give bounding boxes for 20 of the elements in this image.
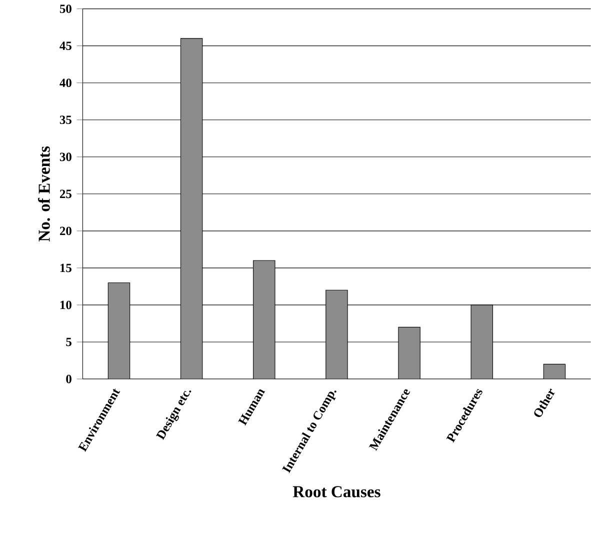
y-tick-label: 40 bbox=[60, 78, 72, 88]
bar bbox=[398, 327, 420, 380]
y-tick-label: 15 bbox=[60, 264, 72, 272]
x-axis-title: Root Causes bbox=[292, 486, 380, 498]
y-tick-label: 20 bbox=[60, 226, 72, 236]
y-tick-label: 45 bbox=[60, 42, 72, 50]
bar bbox=[470, 304, 493, 380]
y-tick-label: 0 bbox=[66, 375, 72, 384]
y-axis-title: No. of Events bbox=[38, 146, 50, 242]
y-tick-label: 10 bbox=[60, 300, 72, 310]
y-tick-label: 5 bbox=[66, 338, 72, 346]
y-tick-label: 35 bbox=[60, 116, 72, 124]
y-tick-label: 30 bbox=[60, 152, 72, 162]
y-tick-label: 50 bbox=[60, 4, 72, 14]
bar bbox=[253, 260, 276, 380]
y-tick-label: 25 bbox=[60, 190, 72, 198]
bar bbox=[180, 38, 203, 380]
bar bbox=[326, 290, 348, 380]
bar bbox=[108, 282, 130, 380]
bar bbox=[543, 364, 566, 380]
